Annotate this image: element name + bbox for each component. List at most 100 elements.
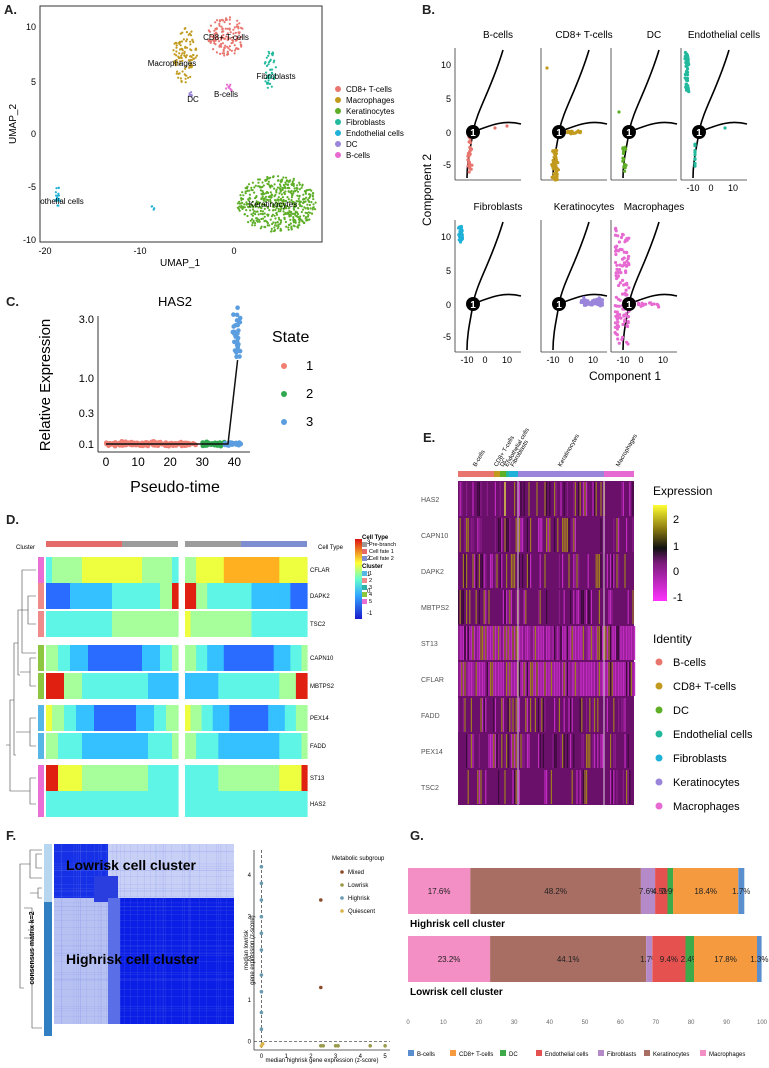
- heat-cell: [584, 662, 586, 696]
- heat-cell: [571, 518, 573, 552]
- umap-point: [228, 27, 231, 30]
- heat-cell: [621, 626, 623, 660]
- umap-point: [242, 194, 245, 197]
- heat-cell: [613, 518, 615, 552]
- heat-cell: [506, 662, 508, 696]
- umap-point: [178, 57, 181, 60]
- umap-point: [222, 37, 225, 40]
- heat-cell: [622, 770, 624, 804]
- umap-point: [308, 211, 311, 214]
- bar-segment: [470, 868, 641, 914]
- heat-cell: [472, 662, 474, 696]
- umap-point: [189, 34, 193, 37]
- cell-point: [467, 170, 471, 174]
- heat-cell: [570, 698, 572, 732]
- heat-cell: [160, 791, 167, 817]
- branch-node: [466, 125, 480, 139]
- scatter-point: [259, 881, 264, 886]
- heat-cell: [201, 765, 208, 791]
- dendrogram-branch: [19, 849, 42, 1029]
- branch-node: [622, 297, 636, 311]
- umap-point: [285, 225, 288, 228]
- heat-cell: [478, 770, 480, 804]
- umap-point: [312, 192, 315, 195]
- heat-cell: [566, 482, 568, 516]
- heat-cell: [240, 583, 247, 609]
- heat-cell: [566, 626, 568, 660]
- heat-cell: [506, 518, 508, 552]
- gene-label: PEX14: [310, 716, 329, 722]
- cluster-label: Keratinocytes: [249, 200, 297, 209]
- heat-cell: [94, 557, 101, 583]
- heat-cell: [190, 791, 197, 817]
- cell-point: [615, 267, 619, 271]
- umap-point: [293, 204, 296, 207]
- umap-point: [175, 44, 178, 47]
- heat-cell: [514, 734, 516, 768]
- heat-cell: [201, 583, 208, 609]
- heat-cell: [592, 482, 594, 516]
- umap-point: [227, 47, 230, 50]
- heat-cell: [130, 583, 137, 609]
- umap-point: [273, 59, 276, 62]
- umap-point: [289, 218, 292, 221]
- cell-point: [614, 260, 618, 265]
- heat-cell: [100, 673, 107, 699]
- heat-cell: [196, 705, 203, 731]
- cell-point: [684, 60, 688, 64]
- umap-point: [303, 190, 306, 193]
- heat-cell: [610, 626, 612, 660]
- x-axis-label: Pseudo-time: [130, 479, 220, 496]
- heat-cell: [207, 611, 214, 637]
- heat-cell: [301, 705, 308, 731]
- heat-cell: [229, 673, 236, 699]
- heat-cell: [533, 626, 535, 660]
- heat-cell: [549, 662, 551, 696]
- legend-key: [362, 578, 367, 583]
- heat-cell: [301, 765, 308, 791]
- heat-cell: [523, 590, 525, 624]
- umap-point: [270, 75, 273, 78]
- umap-point: [297, 197, 300, 200]
- x-tick: 5: [383, 1054, 387, 1060]
- chart-title: HAS2: [158, 294, 192, 309]
- umap-point: [310, 212, 314, 215]
- gene-label: CFLAR: [421, 677, 444, 684]
- cell-point: [588, 301, 592, 305]
- celltype-segment: [46, 541, 122, 547]
- legend-title: Identity: [653, 632, 692, 646]
- cell-point: [554, 148, 558, 152]
- heat-cell: [295, 765, 302, 791]
- cell-point: [624, 269, 628, 273]
- heat-cell: [546, 770, 548, 804]
- identity-segment: [604, 471, 634, 477]
- umap-point: [292, 190, 295, 193]
- heat-cell: [539, 590, 541, 624]
- umap-point: [213, 29, 216, 32]
- umap-point: [221, 42, 224, 45]
- heat-cell: [611, 590, 613, 624]
- heat-cell: [82, 791, 89, 817]
- heat-cell: [273, 557, 280, 583]
- umap-point: [308, 196, 311, 200]
- umap-point: [270, 227, 273, 230]
- cell-point: [583, 298, 587, 303]
- umap-point: [215, 19, 219, 22]
- state-point: [234, 318, 240, 323]
- heat-cell: [600, 734, 602, 768]
- heat-cell: [627, 626, 629, 660]
- heat-cell: [118, 705, 125, 731]
- heat-cell: [555, 482, 557, 516]
- umap-point: [183, 50, 186, 53]
- umap-point: [180, 40, 184, 43]
- heat-cell: [462, 662, 464, 696]
- umap-point: [267, 54, 270, 57]
- umap-point: [241, 197, 244, 201]
- heat-cell: [76, 765, 83, 791]
- gene-dendrogram: [6, 569, 36, 805]
- heat-cell: [621, 482, 623, 516]
- heat-cell: [579, 626, 581, 660]
- scatter-point: [333, 1044, 338, 1048]
- heatmap-cells: [38, 557, 308, 817]
